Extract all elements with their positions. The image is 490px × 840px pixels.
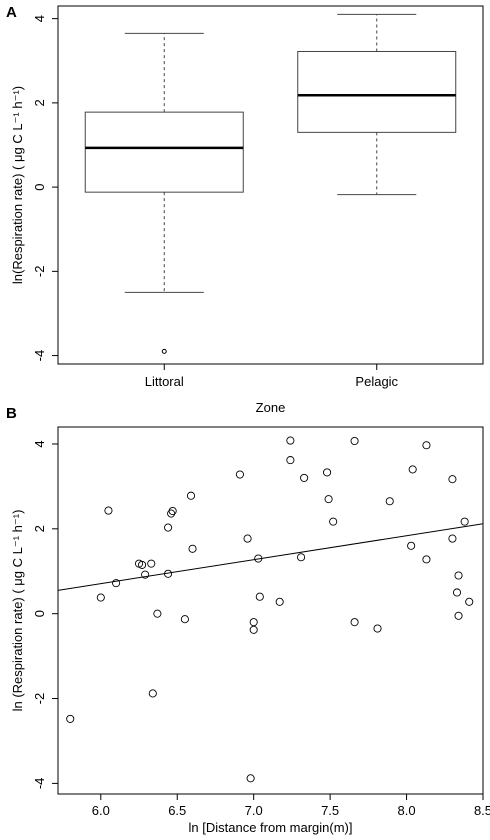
panel-a: A -4 -2 0 2 4 Littoral Pelagic ln(Respiration… [6, 4, 484, 415]
scatter-point [454, 611, 463, 620]
scatter-point [323, 468, 332, 477]
scatter-point [422, 555, 431, 564]
box-pelagic [297, 13, 457, 196]
scatter-point [454, 571, 463, 580]
box-outlier [161, 348, 167, 354]
scatter-point [286, 456, 295, 465]
scatter-point [408, 465, 417, 474]
scatter-point [385, 497, 394, 506]
scatter-point [66, 714, 75, 723]
scatter-point [249, 625, 258, 634]
scatter-point [153, 609, 162, 618]
scatter-point [147, 559, 156, 568]
panel-b-x-tick-label: 7.5 [321, 803, 339, 818]
panel-a-y-tick-label: 0 [32, 183, 47, 190]
scatter-point [243, 534, 252, 543]
scatter-point [168, 506, 177, 516]
scatter-point [112, 579, 121, 588]
panel-b-y-tick-label: -4 [32, 778, 47, 790]
panel-a-x-axis-title: Zone [256, 400, 286, 415]
panel-a-boxes [84, 13, 457, 354]
panel-a-y-axis-title: ln(Respiration rate) ( μg C L⁻¹ h⁻¹) [10, 86, 25, 284]
panel-b-x-tick-label: 6.5 [168, 803, 186, 818]
panel-b-y-tick-label: 2 [32, 525, 47, 532]
scatter-point [407, 541, 416, 550]
scatter-point [422, 441, 431, 450]
scatter-point [148, 689, 157, 698]
panel-b-x-axis: 6.0 6.5 7.0 7.5 8.0 8.5 [92, 794, 490, 818]
box-iqr [297, 50, 457, 133]
panel-a-y-tick-label: -4 [32, 350, 47, 362]
scatter-point [465, 597, 474, 606]
scatter-point [460, 517, 469, 526]
scatter-point [96, 593, 105, 602]
scatter-point [275, 597, 284, 606]
box-iqr [84, 111, 244, 193]
panel-a-plot-frame [57, 5, 484, 365]
scatter-point [286, 436, 295, 445]
panel-a-y-axis: -4 -2 0 2 4 [32, 15, 58, 361]
scatter-point [249, 618, 258, 627]
panel-b-y-tick-label: 4 [32, 440, 47, 447]
panel-b-plot-frame [57, 426, 484, 795]
scatter-point [167, 509, 176, 518]
scatter-point [180, 615, 189, 624]
scatter-point [350, 436, 359, 446]
panel-a-x-axis: Littoral Pelagic [145, 364, 399, 389]
panel-b-x-tick-label: 8.5 [474, 803, 490, 818]
scatter-point [329, 517, 338, 526]
panel-b-x-axis-title: ln [Distance from margin(m)] [189, 820, 353, 835]
panel-a-y-tick-label: 2 [32, 99, 47, 106]
scatter-point [297, 553, 306, 562]
scatter-point [452, 588, 462, 597]
scatter-point [448, 534, 457, 543]
scatter-point [104, 506, 113, 515]
panel-b-y-tick-label: -2 [32, 693, 47, 705]
scatter-point [141, 570, 150, 579]
scatter-point [255, 592, 264, 601]
scatter-point [300, 473, 309, 482]
panel-b-points [66, 436, 474, 783]
panel-b-y-axis: -4 -2 0 2 4 [32, 440, 58, 789]
panel-a-y-tick-label: -2 [32, 266, 47, 278]
scatter-point [138, 560, 147, 569]
panel-b-y-tick-label: 0 [32, 610, 47, 617]
panel-b: B -4 -2 0 2 4 6.0 6.5 7.0 7.5 8.0 8.5 ln (Respira… [6, 405, 490, 835]
panel-b-x-tick-label: 8.0 [398, 803, 416, 818]
panel-b-x-tick-label: 7.0 [245, 803, 263, 818]
regression-line [57, 523, 484, 591]
scatter-point [164, 523, 173, 532]
scatter-point [373, 624, 382, 633]
scatter-point [246, 774, 255, 783]
panel-a-x-tick-label: Littoral [145, 374, 184, 389]
scatter-point [235, 470, 244, 479]
scatter-point [188, 544, 197, 553]
panel-a-y-tick-label: 4 [32, 15, 47, 22]
panel-b-y-axis-title: ln (Respiration rate) ( μg C L⁻¹ h⁻¹) [10, 510, 25, 712]
scatter-point [186, 491, 196, 500]
box-littoral [84, 32, 244, 354]
scatter-point [324, 495, 333, 504]
scatter-point [448, 475, 457, 484]
panel-b-x-tick-label: 6.0 [92, 803, 110, 818]
panel-a-x-tick-label: Pelagic [355, 374, 398, 389]
panel-b-letter: B [6, 405, 17, 422]
scatter-point [350, 618, 359, 627]
panel-a-letter: A [6, 4, 17, 21]
